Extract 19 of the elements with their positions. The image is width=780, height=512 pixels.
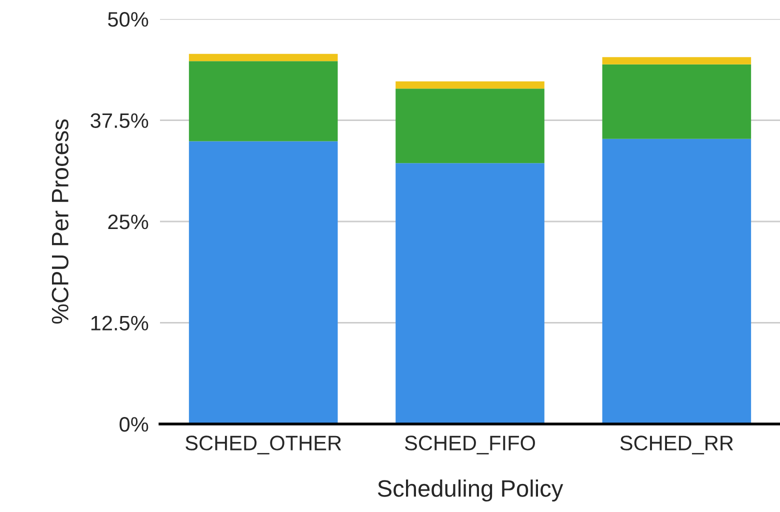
bar xyxy=(188,141,338,424)
bar xyxy=(602,138,752,424)
bar xyxy=(396,163,544,424)
y-axis-title: %CPU Per Process xyxy=(52,119,68,324)
bar xyxy=(602,57,752,64)
bar xyxy=(396,88,544,164)
bar xyxy=(396,81,544,89)
y-tick-label: 25% xyxy=(108,214,148,230)
y-tick-label: 50% xyxy=(108,12,148,27)
x-tick-label: SCHED_FIFO xyxy=(404,436,535,454)
y-tick-label: 12.5% xyxy=(91,316,148,331)
bar xyxy=(188,61,338,142)
x-axis-title: Scheduling Policy xyxy=(378,480,564,502)
bar xyxy=(188,54,338,62)
y-tick-label: 37.5% xyxy=(90,113,148,128)
bar xyxy=(602,64,752,139)
x-tick-label: SCHED_RR xyxy=(620,436,733,454)
x-tick-label: SCHED_OTHER xyxy=(186,436,342,454)
y-tick-label: 0% xyxy=(120,417,148,432)
